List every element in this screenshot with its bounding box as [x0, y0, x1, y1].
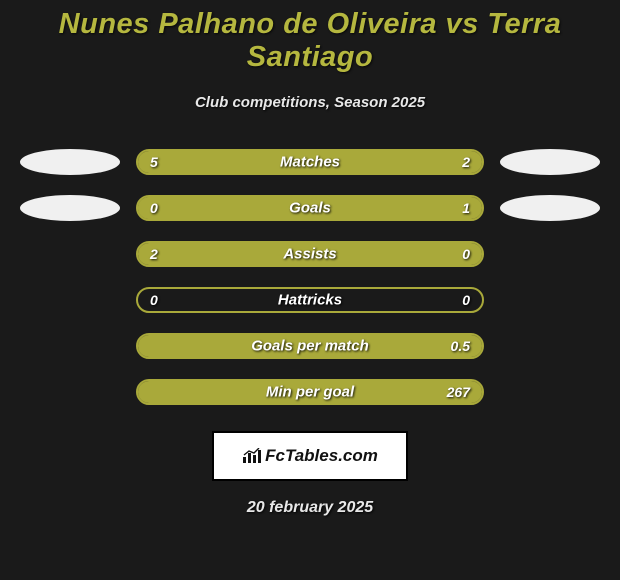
comparison-subtitle: Club competitions, Season 2025	[0, 94, 620, 111]
stat-bar: 0 0 Hattricks	[136, 287, 484, 313]
comparison-title: Nunes Palhano de Oliveira vs Terra Santi…	[0, 0, 620, 74]
stat-row: 267 Min per goal	[0, 369, 620, 415]
stat-label: Goals per match	[251, 338, 369, 355]
stat-row: 2 0 Assists	[0, 231, 620, 277]
stat-value-right: 2	[462, 154, 470, 170]
stat-value-left: 2	[150, 246, 158, 262]
stat-value-right: 1	[462, 200, 470, 216]
brand-text: FcTables.com	[265, 446, 378, 466]
stat-value-right: 0	[462, 246, 470, 262]
brand-label: FcTables.com	[242, 446, 378, 466]
stat-value-right: 0.5	[451, 338, 470, 354]
stat-bar: 5 2 Matches	[136, 149, 484, 175]
avatar-spacer	[20, 333, 120, 359]
avatar-spacer	[20, 379, 120, 405]
stat-bar: 2 0 Assists	[136, 241, 484, 267]
avatar-spacer	[500, 241, 600, 267]
stat-row: 0 0 Hattricks	[0, 277, 620, 323]
stat-bar: 267 Min per goal	[136, 379, 484, 405]
stat-row: 5 2 Matches	[0, 139, 620, 185]
player-left-avatar	[20, 195, 120, 221]
player-right-avatar	[500, 149, 600, 175]
stat-label: Hattricks	[278, 292, 342, 309]
stat-row: 0.5 Goals per match	[0, 323, 620, 369]
avatar-spacer	[20, 241, 120, 267]
stat-value-left: 0	[150, 292, 158, 308]
stat-label: Min per goal	[266, 384, 354, 401]
brand-badge[interactable]: FcTables.com	[212, 431, 408, 481]
avatar-spacer	[500, 287, 600, 313]
avatar-spacer	[500, 379, 600, 405]
player-right-avatar	[500, 195, 600, 221]
stat-label: Assists	[283, 246, 336, 263]
stats-container: 5 2 Matches 0 1 Goals 2 0 Assists 0 0 Hattricks 0.5 G…	[0, 139, 620, 415]
stat-value-left: 0	[150, 200, 158, 216]
stat-bar-left-fill	[138, 151, 382, 173]
stat-value-right: 0	[462, 292, 470, 308]
stat-label: Goals	[289, 200, 331, 217]
avatar-spacer	[20, 287, 120, 313]
stat-value-left: 5	[150, 154, 158, 170]
stat-value-right: 267	[447, 384, 470, 400]
snapshot-date: 20 february 2025	[0, 499, 620, 517]
stat-row: 0 1 Goals	[0, 185, 620, 231]
stat-label: Matches	[280, 154, 340, 171]
stat-bar: 0.5 Goals per match	[136, 333, 484, 359]
brand-chart-icon	[242, 448, 262, 464]
player-left-avatar	[20, 149, 120, 175]
avatar-spacer	[500, 333, 600, 359]
stat-bar: 0 1 Goals	[136, 195, 484, 221]
